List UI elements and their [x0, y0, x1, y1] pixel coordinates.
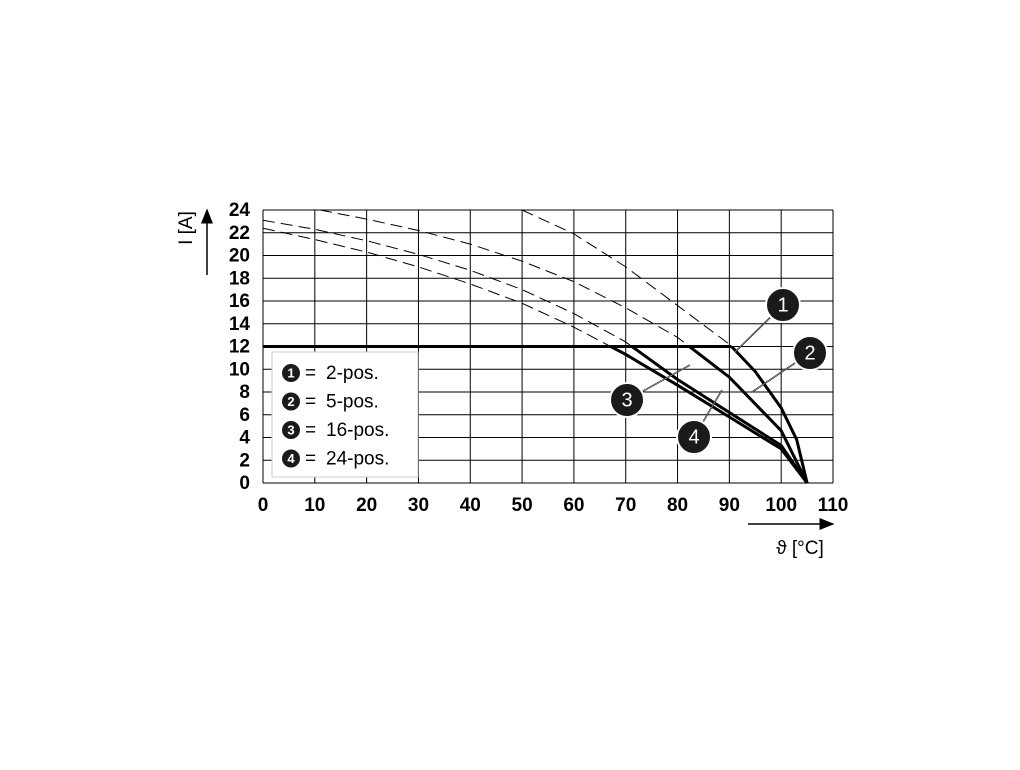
legend-sign: =: [305, 449, 316, 470]
x-tick-label: 100: [765, 495, 797, 516]
y-tick-label: 14: [229, 314, 251, 335]
x-tick-label: 30: [408, 495, 429, 516]
legend-number: 3: [287, 422, 294, 437]
curve-dashed: [262, 219, 633, 347]
legend-sign: =: [305, 420, 316, 441]
x-tick-label: 0: [258, 495, 269, 516]
curve-solid: [607, 346, 809, 484]
callout-badge: [765, 287, 801, 323]
legend-sign: =: [305, 363, 316, 384]
y-tick-label: 20: [229, 246, 250, 267]
x-tick-label: 80: [667, 495, 688, 516]
x-tick-label: 10: [304, 495, 325, 516]
x-tick-label: 110: [818, 495, 849, 516]
callout-number: 3: [621, 389, 632, 411]
x-tick-label: 90: [719, 495, 740, 516]
x-tick-label: 60: [563, 495, 584, 516]
curve-solid: [686, 346, 809, 484]
y-tick-label: 8: [239, 382, 250, 403]
x-axis-label: ϑ [°C]: [776, 538, 824, 559]
legend-label: 16-pos.: [326, 420, 389, 441]
x-tick-label: 50: [512, 495, 533, 516]
y-tick-label: 24: [229, 200, 251, 221]
curve-dashed: [521, 209, 733, 347]
y-tick-label: 12: [229, 337, 250, 358]
legend-badge: [282, 449, 300, 468]
curve-dashed: [319, 209, 691, 347]
x-tick-label: 40: [460, 495, 481, 516]
curve-solid: [729, 346, 809, 484]
y-tick-label: 0: [239, 473, 250, 494]
callout-badge: [792, 335, 828, 371]
curve-dashed: [262, 227, 612, 347]
legend-number: 1: [287, 365, 294, 380]
y-tick-label: 4: [239, 428, 250, 449]
curve-solid: [629, 346, 809, 484]
callout-number: 2: [804, 342, 815, 364]
legend-label: 2-pos.: [326, 363, 379, 384]
y-tick-label: 2: [239, 450, 250, 471]
y-tick-label: 10: [229, 359, 250, 380]
y-tick-label: 22: [229, 223, 250, 244]
y-tick-label: 6: [239, 405, 250, 426]
callout-badge: [676, 419, 712, 455]
legend-number: 2: [287, 394, 294, 409]
legend-badge: [282, 421, 300, 439]
callout-number: 1: [777, 294, 788, 316]
legend-label: 24-pos.: [326, 449, 389, 470]
legend-number: 4: [287, 451, 295, 466]
legend-badge: [282, 364, 300, 382]
y-tick-label: 18: [229, 268, 250, 289]
legend: 1 = 2-pos. 2 = 5-pos. 3 = 16-pos. 4 = 24-pos.: [271, 351, 419, 478]
legend-label: 5-pos.: [326, 392, 379, 413]
callout-number: 4: [688, 426, 699, 448]
x-tick-label: 20: [356, 495, 377, 516]
y-axis-label: I [A]: [176, 211, 197, 245]
y-tick-label: 16: [229, 291, 250, 312]
legend-badge: [282, 392, 300, 411]
callout-badge: [609, 382, 645, 418]
legend-sign: =: [305, 392, 316, 413]
x-tick-label: 70: [615, 495, 636, 516]
